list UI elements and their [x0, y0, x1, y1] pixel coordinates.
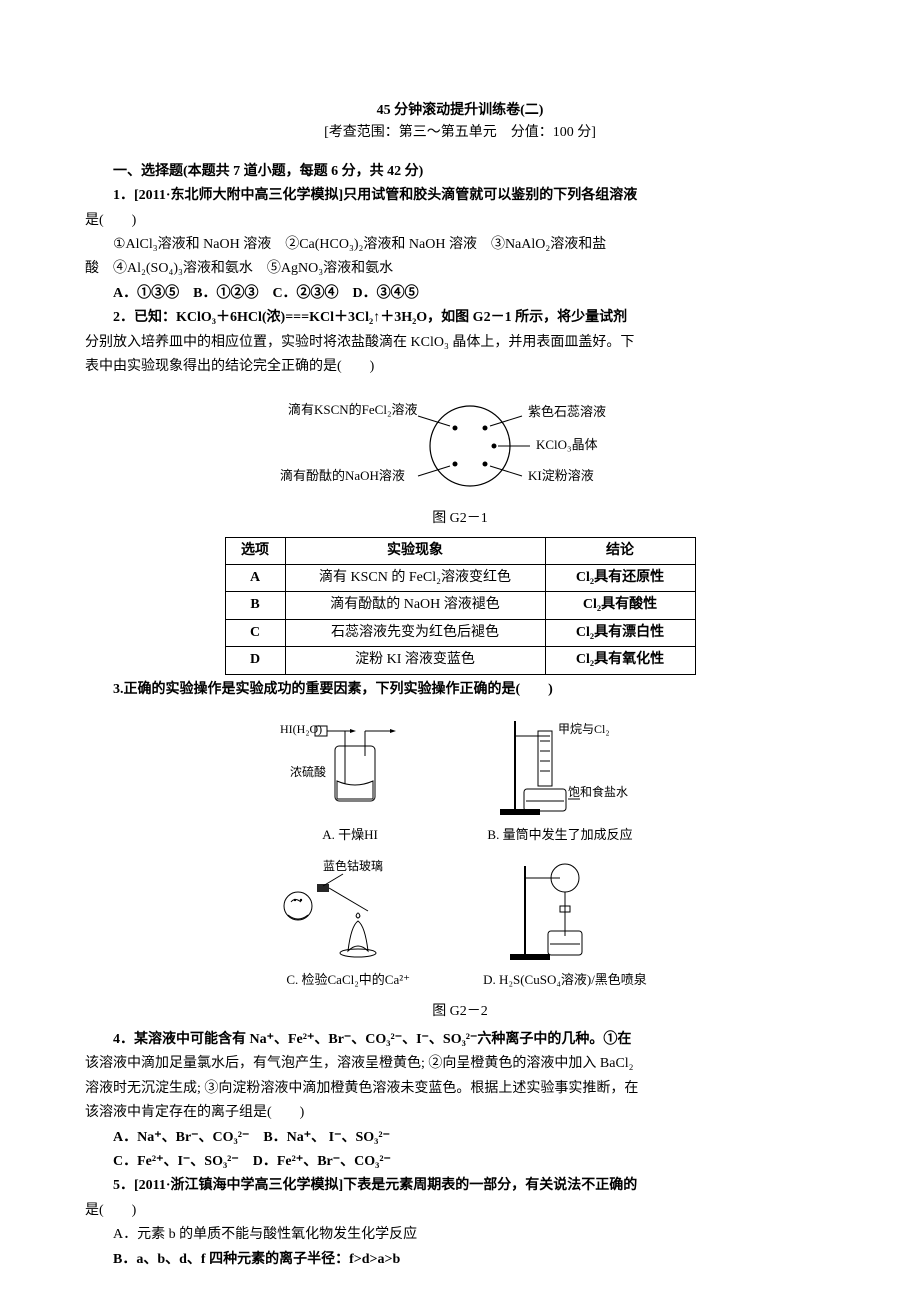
q1-stem-a: 1．[2011·东北师大附中高三化学模拟]只用试管和胶头滴管就可以鉴别的下列各组… [85, 185, 835, 207]
td: A [225, 565, 285, 592]
q5-optB: B．a、b、d、f 四种元素的离子半径：f>d>a>b [85, 1249, 835, 1271]
diagram-label-bl: 滴有酚酞的NaOH溶液 [280, 468, 405, 483]
th-2: 结论 [545, 537, 695, 564]
apparatus-d-icon [490, 856, 640, 966]
q4-stem-d: 该溶液中肯定存在的离子组是( ) [85, 1102, 835, 1124]
q5-stem-a: 5．[2011·浙江镇海中学高三化学模拟]下表是元素周期表的一部分，有关说法不正… [85, 1175, 835, 1197]
q3-fig-caption: 图 G2－2 [85, 1001, 835, 1023]
td: Cl₂具有还原性 [545, 565, 695, 592]
q1-options: A．①③⑤ B．①②③ C．②③④ D．③④⑤ [85, 283, 835, 305]
q4-opts1: A．Na⁺、Br⁻、CO₃²⁻ B．Na⁺、 I⁻、SO₃²⁻ [85, 1127, 835, 1149]
q4-opts2: C．Fe²⁺、I⁻、SO₃²⁻ D．Fe²⁺、Br⁻、CO₃²⁻ [85, 1151, 835, 1173]
diagram-label-mr: KClO₃晶体 [536, 437, 598, 452]
svg-text:浓硫酸: 浓硫酸 [290, 764, 326, 779]
table-row: A 滴有 KSCN 的 FeCl₂溶液变红色 Cl₂具有还原性 [225, 565, 695, 592]
section-1-header: 一、选择题(本题共 7 道小题，每题 6 分，共 42 分) [85, 161, 835, 183]
td: 滴有 KSCN 的 FeCl₂溶液变红色 [285, 565, 545, 592]
q5-optA: A．元素 b 的单质不能与酸性氧化物发生化学反应 [85, 1224, 835, 1246]
q3-b-caption: B. 量筒中发生了加成反应 [480, 825, 640, 846]
q3-item-b: 甲烷与Cl₂ 饱和食盐水 B. 量筒中发生了加成反应 [480, 711, 640, 846]
q1-line1: ①AlCl₃溶液和 NaOH 溶液 ②Ca(HCO₃)₂溶液和 NaOH 溶液 … [85, 234, 835, 256]
q3-row1: HI(H₂O) 浓硫酸 A. 干燥HI 甲烷与Cl₂ 饱和食盐水 B. 量筒中发… [85, 711, 835, 846]
apparatus-a-icon: HI(H₂O) 浓硫酸 [280, 711, 420, 821]
q3-item-d: D. H₂S(CuSO₄溶液)/黑色喷泉 [483, 856, 647, 991]
td: Cl₂具有漂白性 [545, 619, 695, 646]
q3-stem: 3.正确的实验操作是实验成功的重要因素，下列实验操作正确的是( ) [85, 679, 835, 701]
td: 石蕊溶液先变为红色后褪色 [285, 619, 545, 646]
q2-stem-a: 2．已知：KClO₃＋6HCl(浓)===KCl＋3Cl₂↑＋3H₂O，如图 G… [85, 307, 835, 329]
td: D [225, 647, 285, 674]
q3-row2: 蓝色钴玻璃 C. 检验CaCl₂中的Ca²⁺ D. H₂S(CuSO₄溶液) [85, 856, 835, 991]
q2-fig-caption: 图 G2－1 [85, 508, 835, 530]
diagram-label-tr: 紫色石蕊溶液 [528, 404, 606, 419]
table-row: D 淀粉 KI 溶液变蓝色 Cl₂具有氧化性 [225, 647, 695, 674]
q2-diagram: 滴有KSCN的FeCl₂溶液 紫色石蕊溶液 KClO₃晶体 KI淀粉溶液 滴有酚… [270, 386, 650, 506]
q3-c-caption: C. 检验CaCl₂中的Ca²⁺ [273, 970, 423, 991]
svg-text:HI(H₂O): HI(H₂O) [280, 722, 322, 736]
apparatus-b-icon: 甲烷与Cl₂ 饱和食盐水 [480, 711, 640, 821]
q2-stem-b: 分别放入培养皿中的相应位置，实验时将浓盐酸滴在 KClO₃ 晶体上，并用表面皿盖… [85, 332, 835, 354]
q5-stem-b: 是( ) [85, 1200, 835, 1222]
q3-a-caption: A. 干燥HI [280, 825, 420, 846]
svg-text:甲烷与Cl₂: 甲烷与Cl₂ [558, 722, 610, 736]
svg-text:蓝色钴玻璃: 蓝色钴玻璃 [323, 858, 383, 873]
q1-line2: 酸 ④Al₂(SO₄)₃溶液和氨水 ⑤AgNO₃溶液和氨水 [85, 258, 835, 280]
doc-subtitle: [考查范围：第三～第五单元 分值：100 分] [85, 122, 835, 144]
td: Cl₂具有酸性 [545, 592, 695, 619]
table-row: B 滴有酚酞的 NaOH 溶液褪色 Cl₂具有酸性 [225, 592, 695, 619]
q3-item-a: HI(H₂O) 浓硫酸 A. 干燥HI [280, 711, 420, 846]
td: 淀粉 KI 溶液变蓝色 [285, 647, 545, 674]
q2-table: 选项 实验现象 结论 A 滴有 KSCN 的 FeCl₂溶液变红色 Cl₂具有还… [225, 537, 696, 675]
td: C [225, 619, 285, 646]
q1-stem-b: 是( ) [85, 210, 835, 232]
td: Cl₂具有氧化性 [545, 647, 695, 674]
q4-stem-a: 4．某溶液中可能含有 Na⁺、Fe²⁺、Br⁻、CO₃²⁻、I⁻、SO₃²⁻六种… [85, 1029, 835, 1051]
q4-stem-b: 该溶液中滴加足量氯水后，有气泡产生，溶液呈橙黄色; ②向呈橙黄色的溶液中加入 B… [85, 1053, 835, 1075]
q2-stem-c: 表中由实验现象得出的结论完全正确的是( ) [85, 356, 835, 378]
diagram-label-br: KI淀粉溶液 [528, 468, 594, 483]
q3-d-caption: D. H₂S(CuSO₄溶液)/黑色喷泉 [483, 970, 647, 991]
svg-text:饱和食盐水: 饱和食盐水 [568, 784, 628, 799]
table-row: C 石蕊溶液先变为红色后褪色 Cl₂具有漂白性 [225, 619, 695, 646]
td: 滴有酚酞的 NaOH 溶液褪色 [285, 592, 545, 619]
diagram-label-tl: 滴有KSCN的FeCl₂溶液 [288, 402, 418, 417]
th-1: 实验现象 [285, 537, 545, 564]
apparatus-c-icon: 蓝色钴玻璃 [273, 856, 423, 966]
q4-stem-c: 溶液时无沉淀生成; ③向淀粉溶液中滴加橙黄色溶液未变蓝色。根据上述实验事实推断，… [85, 1078, 835, 1100]
table-header-row: 选项 实验现象 结论 [225, 537, 695, 564]
doc-title: 45 分钟滚动提升训练卷(二) [85, 100, 835, 122]
th-0: 选项 [225, 537, 285, 564]
q3-item-c: 蓝色钴玻璃 C. 检验CaCl₂中的Ca²⁺ [273, 856, 423, 991]
td: B [225, 592, 285, 619]
